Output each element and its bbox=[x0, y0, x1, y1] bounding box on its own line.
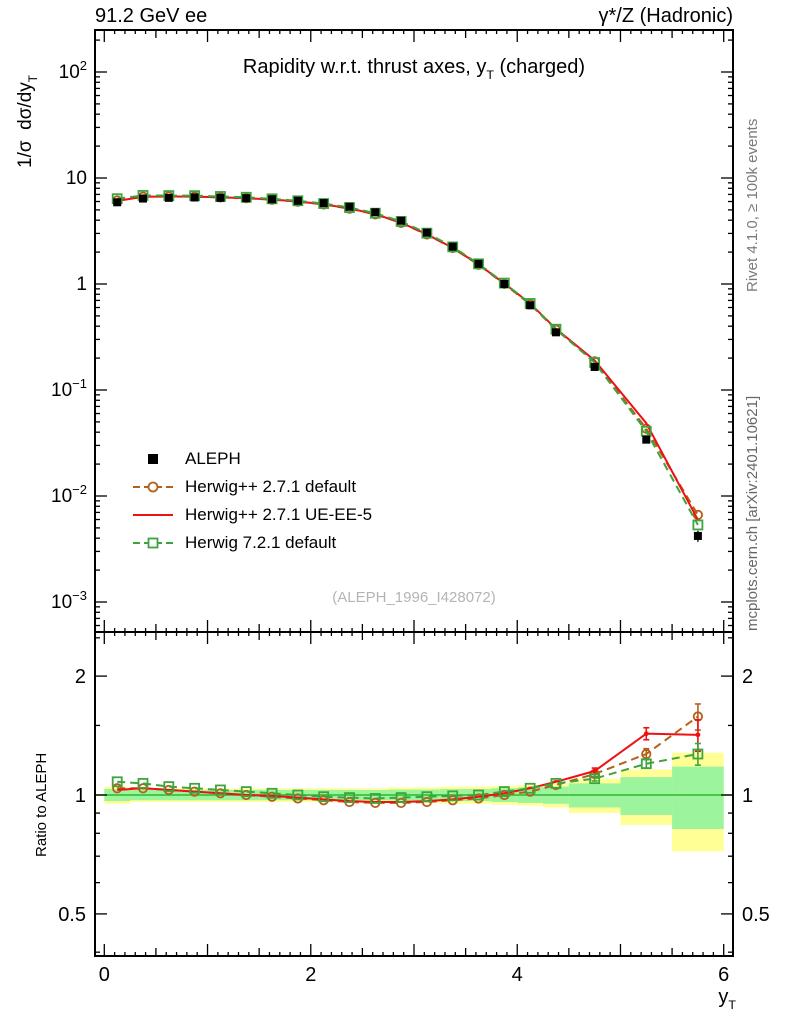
plot-title-subscript: T bbox=[486, 68, 494, 83]
ratio-curves bbox=[111, 703, 704, 808]
plot-title: Rapidity w.r.t. thrust axes, yT (charged… bbox=[95, 56, 733, 82]
y-tick-label: 10−2 bbox=[51, 482, 87, 507]
legend-item: Herwig++ 2.7.1 UE-EE-5 bbox=[131, 501, 372, 529]
ratio-tick-label: 2 bbox=[75, 666, 86, 688]
legend-item: ALEPH bbox=[131, 445, 372, 473]
y-tick-label: 10−3 bbox=[51, 588, 87, 613]
y-axis-label-main: 1/σ dσ/dyT bbox=[15, 75, 40, 168]
legend-label: Herwig 7.2.1 default bbox=[185, 533, 337, 552]
x-tick-label: 6 bbox=[718, 964, 729, 986]
y-axis-label-subscript: T bbox=[26, 75, 40, 83]
ratio-tick-label-right: 0.5 bbox=[742, 904, 770, 926]
y-tick-label: 10 bbox=[66, 168, 87, 189]
x-tick-label: 4 bbox=[512, 964, 523, 986]
axes: 102 10 1 10−1 10−2 10−3 2 2 1 1 0.5 0.5 0 2 4 6 bbox=[51, 29, 770, 986]
y-tick-label: 102 bbox=[59, 58, 87, 83]
legend-marker-0 bbox=[148, 454, 158, 464]
plot-title-suffix: (charged) bbox=[493, 56, 586, 78]
ratio-tick-label-right: 1 bbox=[742, 785, 753, 807]
x-tick-label: 2 bbox=[305, 964, 316, 986]
rivet-version-caption: Rivet 4.1.0, ≥ 100k events bbox=[744, 118, 761, 292]
y-tick-label: 10−1 bbox=[51, 376, 87, 401]
legend-marker-1 bbox=[133, 481, 173, 493]
analysis-id-watermark: (ALEPH_1996_I428072) bbox=[332, 589, 496, 606]
legend-label: ALEPH bbox=[185, 449, 241, 468]
legend-marker-2 bbox=[133, 514, 173, 516]
y-axis-label-text: 1/σ dσ/dy bbox=[15, 82, 36, 168]
y-axis-label-ratio: Ratio to ALEPH bbox=[33, 752, 50, 857]
x-tick-label: 0 bbox=[99, 964, 110, 986]
process-label: γ*/Z (Hadronic) bbox=[598, 5, 733, 27]
legend-item: Herwig 7.2.1 default bbox=[131, 529, 372, 557]
data-points bbox=[113, 193, 702, 542]
y-tick-label: 1 bbox=[76, 274, 87, 295]
ratio-tick-label: 0.5 bbox=[58, 904, 86, 926]
legend-marker-3 bbox=[133, 537, 173, 549]
mcplots-arxiv-caption: mcplots.cern.ch [arXiv:2401.10621] bbox=[744, 395, 761, 631]
x-axis-label-text: y bbox=[718, 986, 729, 1008]
legend: ALEPH Herwig++ 2.7.1 default Herwig++ 2.… bbox=[131, 445, 372, 557]
legend-label: Herwig++ 2.7.1 default bbox=[185, 477, 357, 496]
plot-title-text: Rapidity w.r.t. thrust axes, y bbox=[242, 56, 487, 78]
x-axis-label: yT bbox=[718, 986, 736, 1012]
ratio-tick-label: 1 bbox=[75, 785, 86, 807]
legend-label: Herwig++ 2.7.1 UE-EE-5 bbox=[185, 505, 373, 524]
ratio-tick-label-right: 2 bbox=[742, 666, 753, 688]
legend-item: Herwig++ 2.7.1 default bbox=[131, 473, 372, 501]
x-axis-label-subscript: T bbox=[728, 998, 736, 1013]
beam-energy-label: 91.2 GeV ee bbox=[95, 5, 208, 27]
